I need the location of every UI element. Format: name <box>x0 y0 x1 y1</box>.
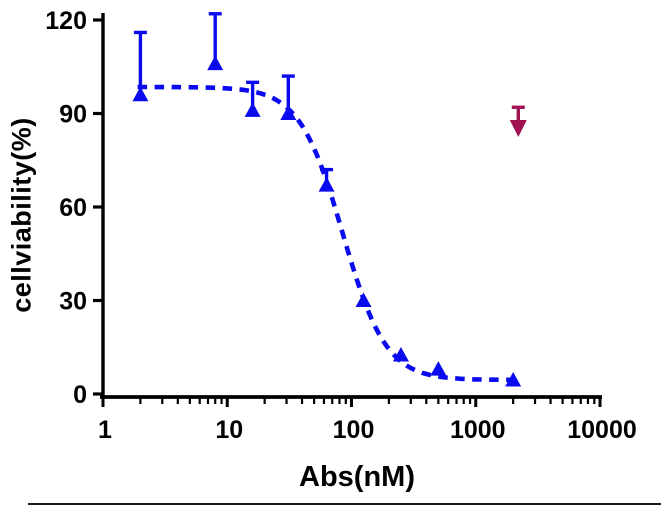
x-tick-label: 10 <box>215 416 243 444</box>
control-marker <box>509 120 527 138</box>
bottom-border-line <box>28 503 661 505</box>
x-tick-label: 10000 <box>567 416 637 444</box>
y-tick-label: 0 <box>73 381 87 409</box>
y-axis-title: cellviability(%) <box>6 117 37 313</box>
y-tick-label: 120 <box>45 7 87 35</box>
x-tick-label: 1 <box>98 416 112 444</box>
data-point-marker <box>392 347 409 362</box>
x-tick-label: 1000 <box>450 416 506 444</box>
x-tick-label: 100 <box>333 416 375 444</box>
data-point-marker <box>132 86 149 102</box>
data-point-marker <box>505 371 522 387</box>
data-point-marker <box>318 177 335 192</box>
data-point-marker <box>430 361 447 376</box>
x-axis-title: Abs(nM) <box>299 461 415 493</box>
data-point-marker <box>207 55 224 71</box>
data-point-marker <box>280 105 297 120</box>
y-tick-label: 30 <box>59 287 87 315</box>
data-point-marker <box>244 102 261 117</box>
y-tick-label: 60 <box>59 194 87 222</box>
y-tick-label: 90 <box>59 100 87 128</box>
fit-curve <box>137 84 512 383</box>
data-point-marker <box>355 292 372 307</box>
